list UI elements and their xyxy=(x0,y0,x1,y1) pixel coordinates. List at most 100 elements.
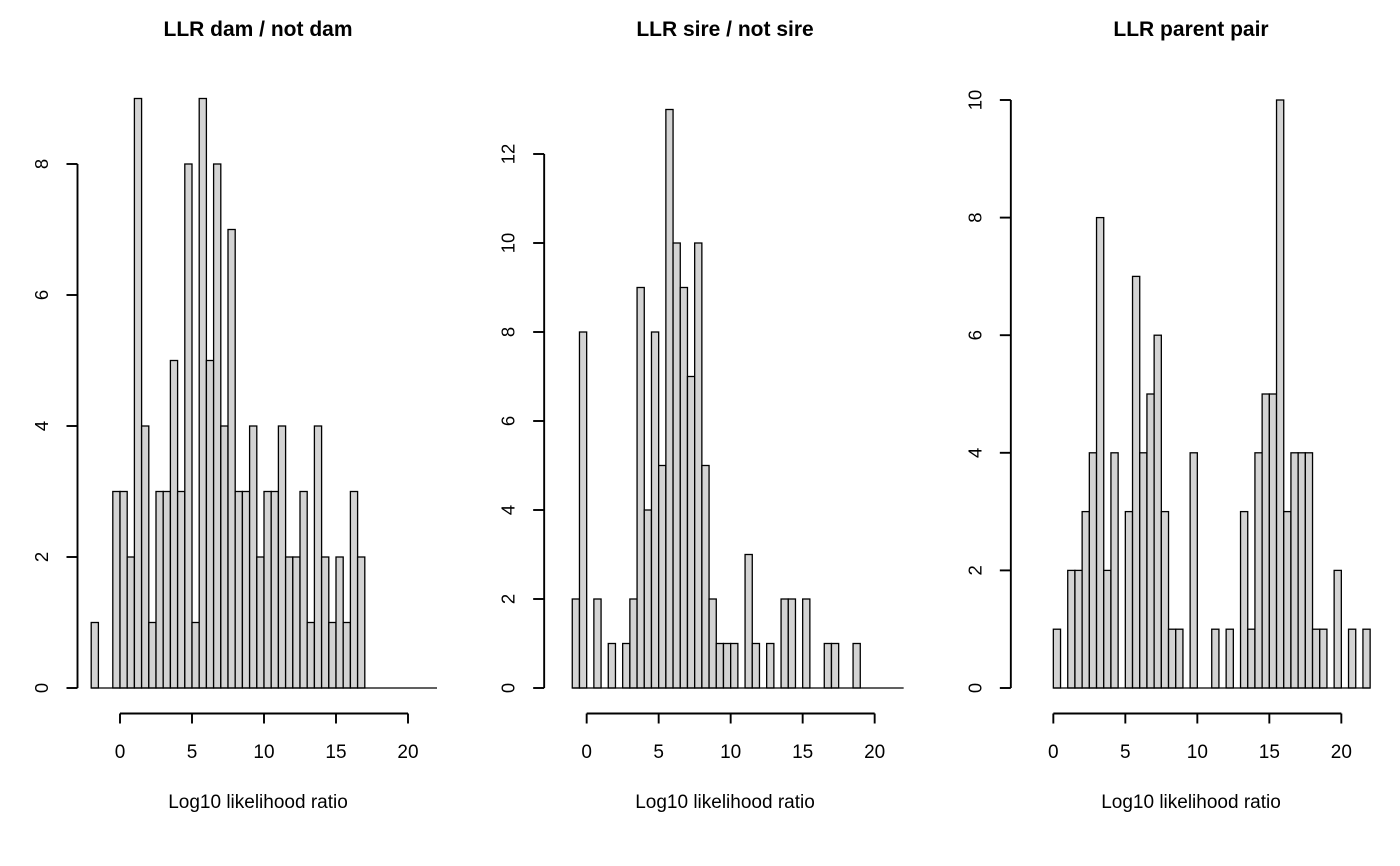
x-axis-tick-label: 20 xyxy=(397,742,418,763)
histogram-bar xyxy=(90,621,100,689)
histogram-bar xyxy=(722,642,732,689)
x-axis-tick-label: 10 xyxy=(1187,742,1208,763)
histogram-bar xyxy=(1088,452,1098,689)
histogram-bar xyxy=(284,556,294,689)
bars-group xyxy=(1052,99,1371,689)
histogram-bar xyxy=(248,425,258,689)
histogram-bar xyxy=(277,425,287,689)
x-axis-tick-label: 0 xyxy=(1048,742,1059,763)
panel-1-title: LLR dam / not dam xyxy=(163,18,353,41)
histogram-bar xyxy=(1139,452,1148,689)
histogram-bar xyxy=(701,464,710,689)
histogram-bar xyxy=(636,286,645,689)
histogram-bar xyxy=(751,642,761,689)
histogram-bar xyxy=(1290,452,1299,689)
histogram-bar xyxy=(730,642,739,689)
histogram-bar xyxy=(1225,628,1234,689)
y-axis-tick-label: 4 xyxy=(964,448,985,458)
y-axis-tick-label: 2 xyxy=(964,565,985,575)
histogram-bar xyxy=(852,642,861,689)
y-axis: 0 2 4 6 8 10 12 xyxy=(498,144,546,693)
histogram-bar xyxy=(1095,216,1105,689)
histogram-bar xyxy=(1110,452,1119,689)
histogram-bar xyxy=(1211,628,1220,689)
histogram-bar xyxy=(744,553,753,689)
y-axis-tick-label: 12 xyxy=(498,144,519,165)
histogram-bar xyxy=(198,97,208,689)
histogram-bar xyxy=(176,490,186,689)
histogram-bar xyxy=(1103,569,1112,689)
histogram-bar xyxy=(1319,628,1328,689)
histogram-bar xyxy=(241,490,251,689)
panel-2-title: LLR sire / not sire xyxy=(636,18,814,41)
histogram-bar xyxy=(665,108,674,689)
y-axis-tick-label: 0 xyxy=(31,683,52,693)
histogram-bar xyxy=(1067,569,1076,689)
histogram-bar xyxy=(112,490,121,689)
panel-3-x-axis-label: Log10 likelihood ratio xyxy=(1101,792,1281,813)
x-axis-tick-label: 20 xyxy=(1331,742,1352,763)
histogram-bar xyxy=(1333,569,1342,689)
histogram-bar xyxy=(715,642,725,689)
histogram-bar xyxy=(1268,393,1278,689)
histogram-bar xyxy=(320,556,330,689)
y-axis-tick-label: 8 xyxy=(498,327,519,337)
histogram-bar xyxy=(802,598,811,689)
x-axis-tick-label: 5 xyxy=(1120,742,1131,763)
histogram-bar xyxy=(1239,510,1249,689)
histogram-bar xyxy=(335,556,344,689)
x-axis-tick-label: 0 xyxy=(581,742,592,763)
histogram-bar xyxy=(162,490,172,689)
y-axis-tick-label: 8 xyxy=(31,159,52,169)
histogram-bar xyxy=(643,509,653,689)
histogram-bar xyxy=(658,464,667,689)
y-axis-tick-label: 4 xyxy=(498,505,519,515)
histogram-bar xyxy=(1254,452,1263,689)
histogram-bar xyxy=(1297,452,1306,689)
y-axis-tick-label: 10 xyxy=(964,90,985,111)
y-axis: 0 2 4 6 8 10 xyxy=(964,90,1012,693)
histogram-bar xyxy=(1146,393,1155,689)
histogram-bar xyxy=(306,621,316,689)
histogram-bar xyxy=(593,598,602,689)
histogram-bar xyxy=(1167,628,1177,689)
histogram-bar xyxy=(169,359,179,689)
y-axis-tick-label: 6 xyxy=(964,330,985,340)
histogram-bar xyxy=(1275,99,1285,689)
histogram-bar xyxy=(263,490,272,689)
histogram-bar xyxy=(212,163,222,689)
histogram-bar xyxy=(571,598,581,689)
histogram-bar xyxy=(220,425,229,689)
histogram-bar xyxy=(234,490,244,689)
histogram-bar xyxy=(622,642,631,689)
histogram-panel-3: 0 2 4 6 8 10 0 5 10 15 20 xyxy=(964,90,1371,763)
panel-2-x-axis-label: Log10 likelihood ratio xyxy=(635,792,815,813)
histogram-bar xyxy=(328,621,337,689)
histogram-bar xyxy=(1311,628,1321,689)
x-axis-tick-label: 15 xyxy=(1259,742,1280,763)
histogram-bar xyxy=(1261,393,1270,689)
y-axis-tick-label: 2 xyxy=(31,552,52,562)
histogram-bar xyxy=(1052,628,1062,689)
x-axis: 0 5 10 15 20 xyxy=(1048,712,1352,763)
histogram-bar xyxy=(830,642,840,689)
histogram-bar xyxy=(227,228,236,689)
y-axis-tick-label: 6 xyxy=(498,416,519,426)
histogram-bar xyxy=(140,425,150,689)
y-axis-tick-label: 10 xyxy=(498,233,519,254)
histogram-bar xyxy=(650,331,660,689)
y-axis-tick-label: 0 xyxy=(964,683,985,693)
histogram-bar xyxy=(191,621,200,689)
histogram-bar xyxy=(1160,510,1170,689)
histogram-bar xyxy=(292,556,301,689)
panel-1-x-axis-label: Log10 likelihood ratio xyxy=(168,792,348,813)
histogram-bar xyxy=(672,242,681,689)
histogram-bar xyxy=(119,490,128,689)
y-axis-tick-label: 8 xyxy=(964,212,985,222)
histogram-bar xyxy=(256,556,265,689)
bars-group xyxy=(90,97,366,689)
histogram-bar xyxy=(679,286,689,689)
histogram-bar xyxy=(578,331,588,689)
histogram-panel-1: 0 2 4 6 8 0 5 10 15 20 xyxy=(31,97,437,763)
